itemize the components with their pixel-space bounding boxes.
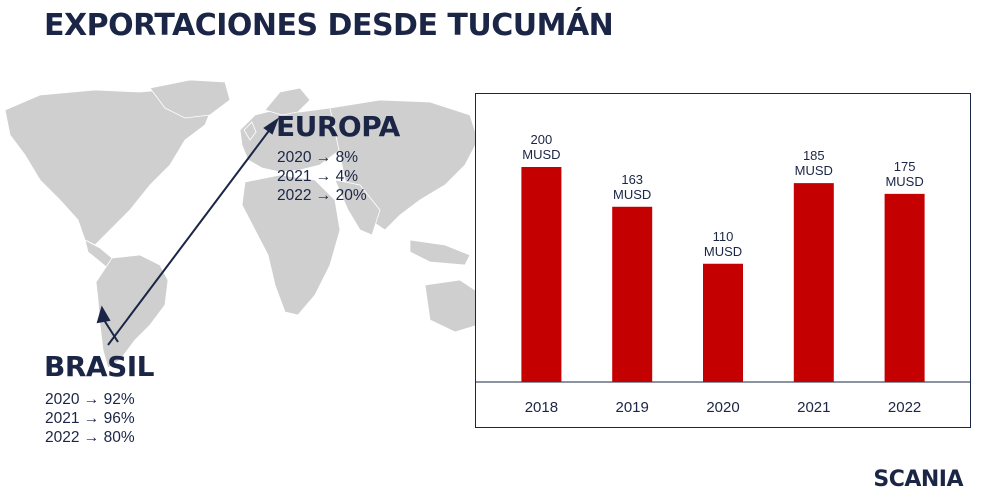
europa-stat-2021: 2021 → 4% bbox=[277, 168, 358, 185]
brasil-stats: 2020 → 92% 2021 → 96% 2022 → 80% bbox=[45, 390, 135, 447]
bar-data-label-2022-0: 175 bbox=[894, 159, 916, 174]
page-title: EXPORTACIONES DESDE TUCUMÁN bbox=[44, 8, 614, 43]
bar-data-label-2021-0: 185 bbox=[803, 148, 825, 163]
europa-stat-2020: 2020 → 8% bbox=[277, 149, 358, 166]
x-tick-label-2020: 2020 bbox=[706, 399, 739, 416]
bar-data-label-2018-1: MUSD bbox=[522, 147, 560, 162]
map-north-america bbox=[4, 87, 216, 246]
europa-stats: 2020 → 8% 2021 → 4% 2022 → 20% bbox=[277, 148, 367, 205]
map-australia bbox=[424, 279, 479, 333]
bar-data-label-2022-1: MUSD bbox=[885, 174, 923, 189]
europa-label: EUROPA bbox=[276, 110, 400, 143]
map-africa bbox=[241, 174, 341, 316]
x-tick-label-2019: 2019 bbox=[616, 399, 649, 416]
brasil-label: BRASIL bbox=[44, 350, 155, 383]
route-arrow bbox=[96, 117, 280, 346]
brasil-stat-2020: 2020 → 92% bbox=[45, 391, 135, 408]
bar-2021 bbox=[793, 183, 834, 382]
bar-data-label-2018-0: 200 bbox=[531, 132, 553, 147]
x-tick-label-2022: 2022 bbox=[888, 399, 921, 416]
map-se-asia bbox=[409, 239, 471, 266]
bar-data-label-2020-1: MUSD bbox=[704, 244, 742, 259]
brasil-stat-2022: 2022 → 80% bbox=[45, 429, 135, 446]
bar-data-label-2021-1: MUSD bbox=[795, 163, 833, 178]
bar-2019 bbox=[612, 206, 653, 382]
bar-2022 bbox=[884, 193, 925, 382]
bar-chart: 200MUSD2018163MUSD2019110MUSD2020185MUSD… bbox=[476, 132, 970, 416]
bar-2020 bbox=[703, 263, 743, 382]
europa-stat-2022: 2022 → 20% bbox=[277, 187, 367, 204]
bar-data-label-2019-0: 163 bbox=[621, 172, 643, 187]
world-map bbox=[4, 79, 479, 369]
map-uk bbox=[243, 121, 257, 141]
x-tick-label-2021: 2021 bbox=[797, 399, 830, 416]
map-greenland bbox=[149, 79, 231, 119]
brasil-stat-2021: 2021 → 96% bbox=[45, 410, 135, 427]
map-south-asia bbox=[334, 179, 381, 236]
scania-logo: SCANIA bbox=[873, 467, 963, 492]
bar-chart-panel: 200 MUSD 2018 163 MUSD 2019 110 MUSD 2020 185 MUSD… bbox=[475, 93, 971, 428]
bar-2018 bbox=[521, 167, 562, 382]
bar-data-label-2019-1: MUSD bbox=[613, 187, 651, 202]
x-tick-label-2018: 2018 bbox=[525, 399, 558, 416]
map-scandinavia bbox=[264, 87, 311, 116]
bar-data-label-2020-0: 110 bbox=[713, 229, 734, 244]
